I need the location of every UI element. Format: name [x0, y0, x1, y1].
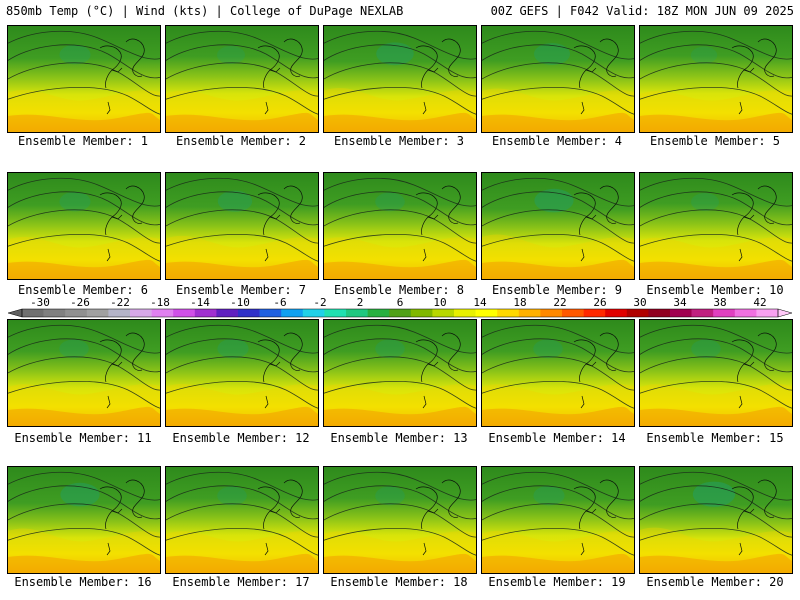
colorbar-swatch — [324, 309, 347, 317]
colorbar-swatch — [130, 309, 152, 317]
ensemble-member-map — [639, 319, 793, 427]
ensemble-member-map — [323, 319, 477, 427]
ensemble-member-map — [481, 172, 635, 280]
ensemble-member-label: Ensemble Member: 2 — [175, 134, 307, 148]
ensemble-member-label: Ensemble Member: 18 — [330, 575, 468, 589]
colorbar-tick-label: 34 — [673, 296, 687, 309]
colorbar-swatch — [151, 309, 174, 317]
ensemble-member-map — [7, 466, 161, 574]
colorbar-swatch — [22, 309, 44, 317]
ensemble-member-map — [481, 25, 635, 133]
colorbar-swatch — [648, 309, 671, 317]
ensemble-member-map — [639, 466, 793, 574]
ensemble-member-label: Ensemble Member: 15 — [646, 431, 784, 445]
colorbar-tick-label: -26 — [70, 296, 90, 309]
colorbar-swatch — [173, 309, 196, 317]
colorbar-swatch — [194, 309, 217, 317]
ensemble-member-label: Ensemble Member: 5 — [649, 134, 781, 148]
colorbar-swatch — [410, 309, 433, 317]
colorbar-swatch — [281, 309, 304, 317]
colorbar-swatch — [497, 309, 520, 317]
colorbar-swatch — [86, 309, 109, 317]
colorbar-max-arrow — [777, 308, 792, 318]
colorbar-tick-label: -10 — [230, 296, 250, 309]
colorbar-tick-label: 2 — [356, 296, 364, 309]
colorbar-swatch — [713, 309, 736, 317]
colorbar-swatch — [562, 309, 584, 317]
ensemble-member-map — [323, 466, 477, 574]
ensemble-member-label: Ensemble Member: 8 — [333, 283, 465, 297]
ensemble-member-label: Ensemble Member: 11 — [14, 431, 152, 445]
colorbar-swatch — [367, 309, 390, 317]
colorbar-tick-label: 18 — [513, 296, 527, 309]
ensemble-member-map — [165, 25, 319, 133]
colorbar-swatch — [259, 309, 282, 317]
ensemble-member-label: Ensemble Member: 20 — [646, 575, 784, 589]
ensemble-member-label: Ensemble Member: 9 — [491, 283, 623, 297]
ensemble-member-map — [481, 319, 635, 427]
colorbar-tick-label: 26 — [593, 296, 607, 309]
colorbar-swatch — [432, 309, 455, 317]
ensemble-member-label: Ensemble Member: 16 — [14, 575, 152, 589]
model-run-valid-time: 00Z GEFS | F042 Valid: 18Z MON JUN 09 20… — [490, 4, 794, 18]
colorbar-swatch — [734, 309, 757, 317]
ensemble-member-map — [7, 172, 161, 280]
colorbar-min-arrow — [8, 308, 23, 318]
ensemble-member-label: Ensemble Member: 14 — [488, 431, 626, 445]
ensemble-member-map — [323, 25, 477, 133]
colorbar-tick-label: -14 — [190, 296, 210, 309]
ensemble-member-label: Ensemble Member: 13 — [330, 431, 468, 445]
colorbar-swatch — [65, 309, 88, 317]
colorbar-tick-label: -2 — [313, 296, 327, 309]
colorbar-tick-label: -6 — [273, 296, 287, 309]
colorbar-swatch — [756, 309, 779, 317]
colorbar-swatch — [626, 309, 649, 317]
ensemble-member-map — [481, 466, 635, 574]
ensemble-member-label: Ensemble Member: 7 — [175, 283, 307, 297]
colorbar-swatch — [302, 309, 325, 317]
colorbar-swatch — [518, 309, 541, 317]
colorbar-tick-label: 30 — [633, 296, 647, 309]
colorbar-swatch — [540, 309, 563, 317]
colorbar-tick-label: 10 — [433, 296, 447, 309]
colorbar-tick-label: -22 — [110, 296, 130, 309]
ensemble-member-map — [639, 172, 793, 280]
colorbar-swatch — [108, 309, 131, 317]
colorbar-swatch — [43, 309, 66, 317]
ensemble-member-map — [7, 319, 161, 427]
colorbar-tick-label: 6 — [396, 296, 404, 309]
colorbar-swatch — [389, 309, 412, 317]
ensemble-member-label: Ensemble Member: 17 — [172, 575, 310, 589]
colorbar-tick-label: 42 — [753, 296, 767, 309]
ensemble-member-map — [165, 466, 319, 574]
colorbar-swatch — [583, 309, 606, 317]
ensemble-member-map — [165, 319, 319, 427]
colorbar-swatch — [454, 309, 476, 317]
ensemble-member-label: Ensemble Member: 6 — [17, 283, 149, 297]
colorbar-tick-label: 38 — [713, 296, 727, 309]
colorbar-swatch — [216, 309, 239, 317]
colorbar-tick-label: -30 — [30, 296, 50, 309]
ensemble-member-map — [165, 172, 319, 280]
ensemble-member-label: Ensemble Member: 12 — [172, 431, 310, 445]
ensemble-member-label: Ensemble Member: 4 — [491, 134, 623, 148]
colorbar-swatch — [605, 309, 628, 317]
colorbar-tick-label: -18 — [150, 296, 170, 309]
ensemble-member-label: Ensemble Member: 3 — [333, 134, 465, 148]
colorbar-swatch — [238, 309, 260, 317]
ensemble-member-label: Ensemble Member: 1 — [17, 134, 149, 148]
colorbar-tick-label: 22 — [553, 296, 567, 309]
map-title: 850mb Temp (°C) | Wind (kts) | College o… — [6, 4, 404, 18]
ensemble-member-label: Ensemble Member: 19 — [488, 575, 626, 589]
ensemble-member-map — [7, 25, 161, 133]
colorbar-swatch — [670, 309, 692, 317]
ensemble-member-label: Ensemble Member: 10 — [646, 283, 784, 297]
colorbar-swatch — [475, 309, 498, 317]
colorbar-swatch — [346, 309, 368, 317]
ensemble-member-map — [639, 25, 793, 133]
ensemble-member-map — [323, 172, 477, 280]
colorbar-tick-label: 14 — [473, 296, 487, 309]
colorbar-swatch — [691, 309, 714, 317]
temperature-colorbar — [8, 308, 792, 318]
